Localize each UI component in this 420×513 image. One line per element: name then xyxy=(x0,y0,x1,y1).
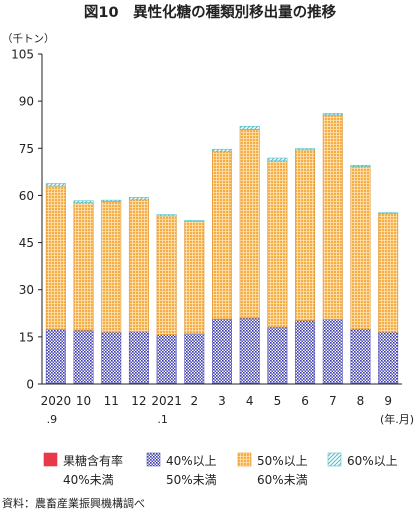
bar-segment-series-2 xyxy=(267,326,288,384)
bar-segment-series-3 xyxy=(322,114,343,320)
bar-segment-series-3 xyxy=(350,166,371,330)
bar-segment-series-3 xyxy=(267,160,288,328)
bar-segment-series-2 xyxy=(239,317,260,384)
bar-segment-series-4 xyxy=(45,183,66,187)
bar-segment-series-3 xyxy=(378,213,399,333)
x-tick-label: 6 xyxy=(301,394,309,408)
source-note: 資料：農畜産業振興機構調べ xyxy=(2,496,145,510)
x-tick-label: 8 xyxy=(357,394,365,408)
bar-segment-series-4 xyxy=(212,148,232,153)
bar-segment-series-2 xyxy=(212,318,232,384)
bar-segment-series-4 xyxy=(267,157,288,162)
legend-label-line2: 60%未満 xyxy=(257,473,308,487)
y-tick-label: 15 xyxy=(19,330,34,344)
bar-segment-series-3 xyxy=(45,185,66,330)
legend-label-line2: 50%未満 xyxy=(166,473,217,487)
bar-segment-series-3 xyxy=(101,201,122,333)
y-tick-label: 30 xyxy=(19,283,34,297)
x-tick-label: 7 xyxy=(329,394,337,408)
bar-segment-series-4 xyxy=(184,220,205,222)
bar-segment-series-4 xyxy=(101,199,122,202)
chart-title: 図10 異性化糖の種類別移出量の推移 xyxy=(84,3,337,21)
x-axis-unit-label: (年.月) xyxy=(380,412,414,426)
legend-label: 50%以上 xyxy=(257,454,308,468)
x-tick-label: 4 xyxy=(246,394,254,408)
y-tick-label: 90 xyxy=(19,95,34,109)
x-tick-label: 2020 xyxy=(41,394,72,408)
legend-swatch-series-1 xyxy=(43,452,58,467)
y-tick-label: 60 xyxy=(19,189,34,203)
bar-segment-series-3 xyxy=(295,149,316,321)
x-tick-label: 5 xyxy=(274,394,282,408)
bar-segment-series-2 xyxy=(350,328,371,384)
y-tick-label: 45 xyxy=(19,236,34,250)
x-tick-label: 12 xyxy=(131,394,146,408)
legend-label: 果糖含有率 xyxy=(63,453,123,468)
bar-segment-series-2 xyxy=(128,331,149,384)
x-tick-label: 9 xyxy=(384,394,392,408)
legend-label: 60%以上 xyxy=(347,454,398,468)
bar-segment-series-2 xyxy=(45,329,66,384)
x-tick-label: 2021 xyxy=(151,394,182,408)
x-tick-label: 2 xyxy=(190,394,198,408)
bar-segment-series-2 xyxy=(156,334,177,384)
bar-segment-series-3 xyxy=(73,202,94,331)
bar-segment-series-4 xyxy=(378,212,399,214)
bar-segment-series-2 xyxy=(184,333,205,384)
y-tick-label: 75 xyxy=(19,142,34,156)
bar-segment-series-4 xyxy=(350,164,371,167)
bar-segment-series-3 xyxy=(212,151,232,320)
legend-swatch-series-4 xyxy=(327,452,342,467)
y-axis-unit-label: （千トン） xyxy=(2,33,55,45)
bar-segment-series-4 xyxy=(73,200,94,203)
x-tick-label: 10 xyxy=(76,394,91,408)
bar-segment-series-4 xyxy=(295,148,316,151)
x-tick-label: 11 xyxy=(104,394,119,408)
x-tick-label: 3 xyxy=(218,394,226,408)
bar-segment-series-3 xyxy=(184,220,205,335)
bar-segment-series-4 xyxy=(156,214,177,217)
x-tick-label-sub: .9 xyxy=(47,413,58,426)
legend-label: 40%以上 xyxy=(166,454,217,468)
bar-segment-series-3 xyxy=(239,129,260,319)
bar-segment-series-3 xyxy=(156,215,177,335)
bar-segment-series-2 xyxy=(101,331,122,384)
bar-segment-series-2 xyxy=(378,331,399,384)
bar-segment-series-3 xyxy=(128,199,149,333)
bar-segment-series-2 xyxy=(73,329,94,384)
bar-segment-series-4 xyxy=(128,197,149,201)
bar-segment-series-2 xyxy=(295,320,316,384)
bar-segment-series-4 xyxy=(239,125,260,130)
legend-swatch-series-2 xyxy=(146,452,161,467)
legend-label-line2: 40%未満 xyxy=(63,473,114,487)
bar-segment-series-4 xyxy=(322,113,343,116)
x-tick-label-sub: .1 xyxy=(157,413,168,426)
chart-legend: 果糖含有率 40%未満 40%以上 50%未満 50%以上 60%未満 60%以上 xyxy=(43,452,398,487)
bar-segment-series-2 xyxy=(322,319,343,384)
legend-swatch-series-3 xyxy=(237,452,252,467)
y-tick-label: 0 xyxy=(26,378,34,392)
y-tick-label: 105 xyxy=(11,48,34,62)
